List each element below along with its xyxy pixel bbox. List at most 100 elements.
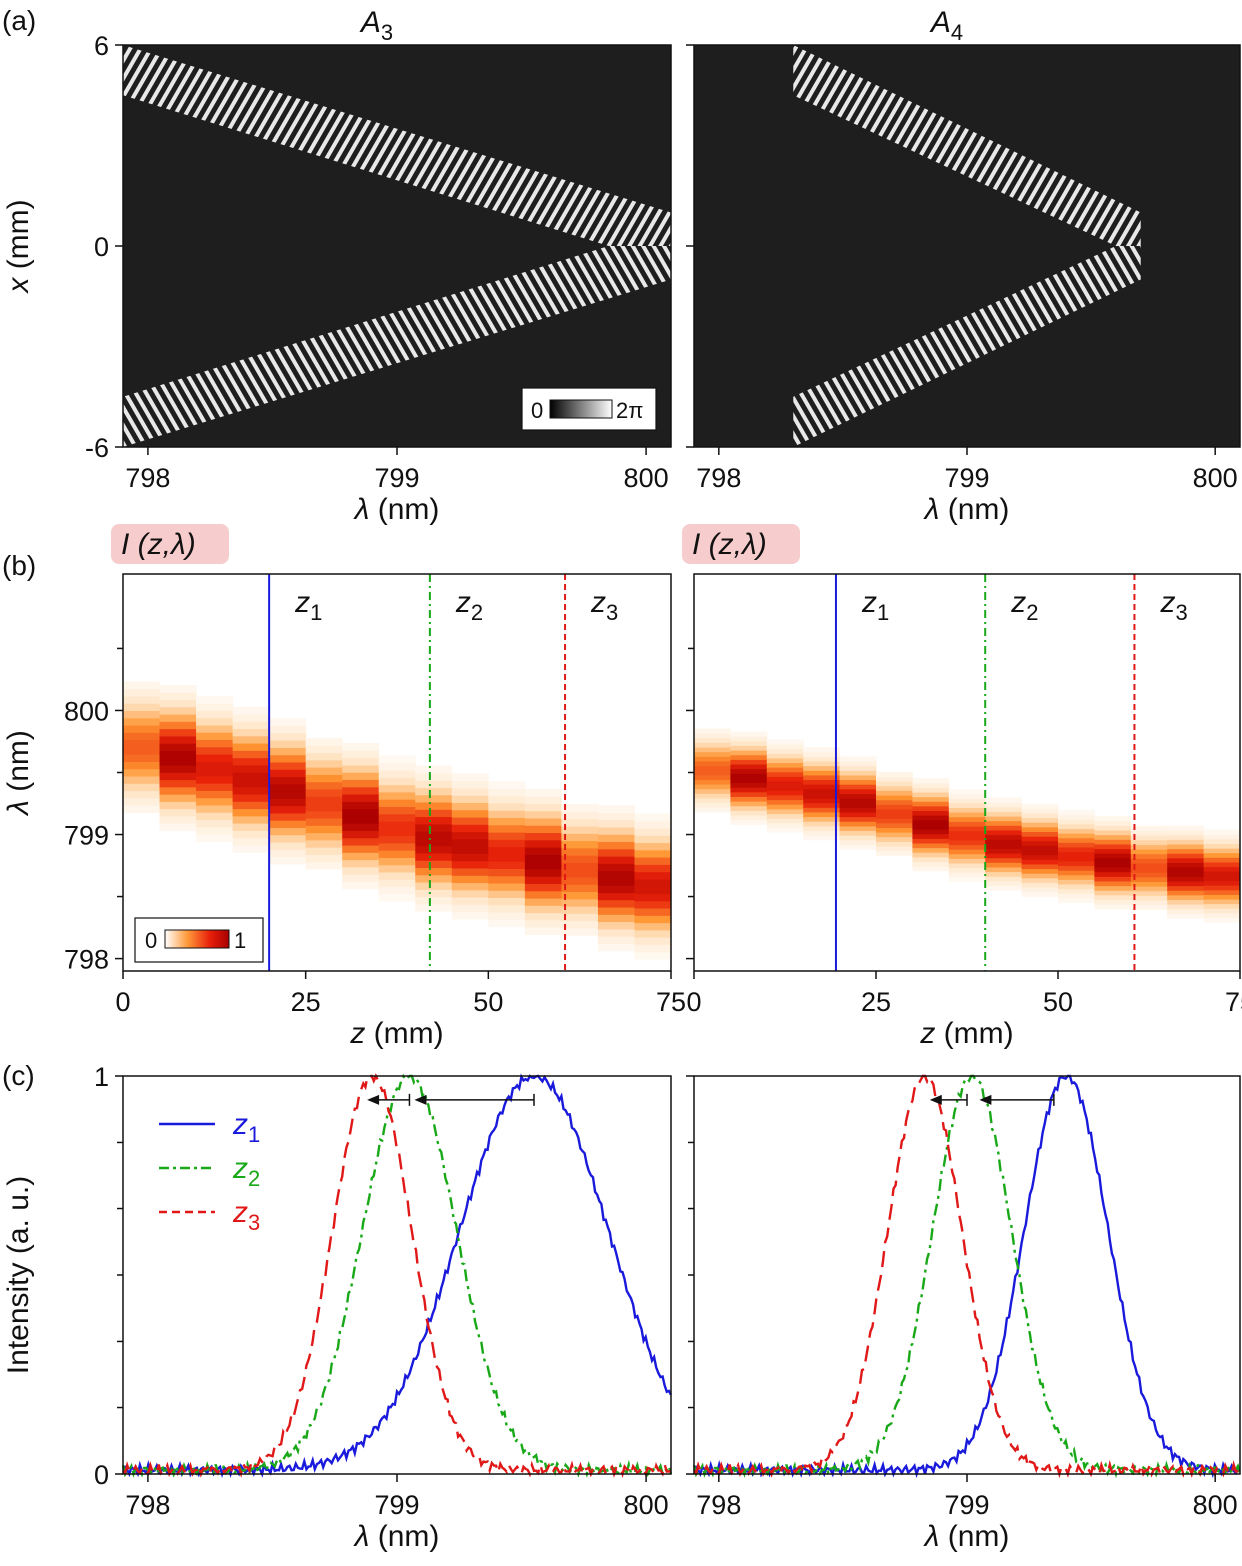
heatmap-cell [196, 805, 234, 813]
heatmap-cell [912, 801, 950, 807]
heatmap-cell [839, 812, 877, 818]
marker-label-z3: z3 [590, 586, 618, 625]
heatmap-cell [1167, 825, 1205, 831]
heatmap-cell [488, 919, 526, 928]
heatmap-cell [378, 886, 416, 895]
heatmap-cell [1167, 867, 1205, 873]
heatmap-cell [561, 804, 599, 812]
heatmap-cell [524, 832, 562, 841]
heatmap-cell [985, 866, 1023, 873]
heatmap-cell [1203, 899, 1241, 905]
x-axis-label: z (mm) [919, 1017, 1013, 1050]
heatmap-cell [1021, 803, 1059, 809]
heatmap-cell [305, 861, 343, 870]
intensity-map-right: z1z2z30255075z (mm)I (z,λ) [682, 524, 1242, 1050]
heatmap-cell [415, 838, 453, 847]
heatmap-cell [305, 788, 343, 797]
heatmap-cell [123, 703, 161, 712]
heatmap-cell [948, 867, 986, 873]
heatmap-cell [159, 779, 197, 788]
heatmap-cell [123, 783, 161, 792]
heatmap-cell [561, 862, 599, 871]
heatmap-cell [123, 805, 161, 813]
heatmap-cell [730, 819, 768, 825]
heatmap-cell [305, 781, 343, 790]
tag-text: I (z,λ) [692, 528, 767, 561]
heatmap-cell [876, 850, 913, 856]
heatmap-cell [948, 849, 986, 855]
heatmap-cell [524, 868, 562, 877]
x-axis-unit: (nm) [369, 493, 439, 526]
heatmap-cell [1203, 861, 1241, 868]
heatmap-cell [378, 762, 416, 771]
heatmap-cell [985, 797, 1023, 803]
heatmap-cell [912, 796, 950, 802]
heatmap-cell [694, 760, 731, 767]
heatmap-cell [524, 876, 562, 885]
heatmap-cell [730, 801, 768, 807]
heatmap-cell [1021, 882, 1059, 888]
marker-label-z3: z3 [1159, 586, 1187, 625]
heatmap-cell [451, 809, 489, 818]
heatmap-cell [305, 745, 343, 754]
heatmap-cell [803, 779, 841, 785]
heatmap-cell [730, 768, 768, 774]
heatmap-cell [415, 823, 453, 832]
marker-sub: 1 [877, 600, 889, 625]
heatmap-cell [766, 757, 804, 764]
marker-base: z [590, 586, 606, 619]
heatmap-cell [305, 803, 343, 812]
heatmap-cell [948, 863, 986, 869]
heatmap-cell [876, 822, 913, 828]
heatmap-cell [1021, 863, 1059, 870]
x-tick-label: 25 [291, 987, 321, 1017]
legend-sub: 2 [248, 1166, 260, 1191]
heatmap-cell [269, 849, 307, 858]
heatmap-cell [912, 819, 950, 825]
heatmap-cell [232, 801, 270, 810]
heatmap-cell [1094, 825, 1132, 831]
heatmap-cell [378, 879, 416, 888]
heatmap-cell [985, 862, 1023, 868]
heatmap-cell [561, 920, 599, 929]
heatmap-cell [196, 783, 234, 791]
heatmap-cell [269, 754, 307, 763]
heatmap-cell [694, 784, 731, 790]
colorbar-phase: 0 2π [521, 387, 657, 431]
x-axis-unit: (nm) [939, 1520, 1009, 1553]
heatmap-cell [634, 944, 672, 953]
heatmap-cell [634, 915, 672, 924]
heatmap-cell [1167, 853, 1205, 859]
heatmap-cell [159, 743, 197, 751]
heatmap-cell [597, 907, 635, 915]
heatmap-cell [196, 826, 234, 835]
heatmap-cell [1130, 904, 1168, 910]
heatmap-cell [561, 891, 599, 900]
heatmap-cell [1058, 809, 1095, 816]
heatmap-cell [451, 846, 489, 854]
heatmap-cell [803, 807, 841, 813]
heatmap-cells [123, 681, 672, 960]
heatmap-cell [766, 799, 804, 805]
heatmap-cell [305, 839, 343, 848]
heatmap-cell [985, 885, 1023, 891]
heatmap-cell [232, 728, 270, 737]
heatmap-cell [1203, 894, 1241, 900]
heatmap-cell [766, 808, 804, 814]
heatmap-cell [1021, 836, 1059, 842]
heatmap-cell [876, 827, 913, 833]
heatmap-cell [1021, 831, 1059, 837]
title-base: A [929, 6, 951, 39]
heatmap-cell [342, 764, 380, 773]
marker-sub: 2 [1026, 600, 1038, 625]
heatmap-cell [766, 827, 804, 833]
heatmap-cell [634, 835, 672, 844]
heatmap-cell [415, 896, 453, 905]
heatmap-cell [123, 768, 161, 777]
heatmap-cell [912, 838, 950, 844]
heatmap-cell [305, 847, 343, 855]
heatmap-cell [342, 808, 380, 817]
heatmap-cell [524, 839, 562, 848]
heatmap-cell [415, 867, 453, 876]
heatmap-cell [839, 756, 877, 762]
